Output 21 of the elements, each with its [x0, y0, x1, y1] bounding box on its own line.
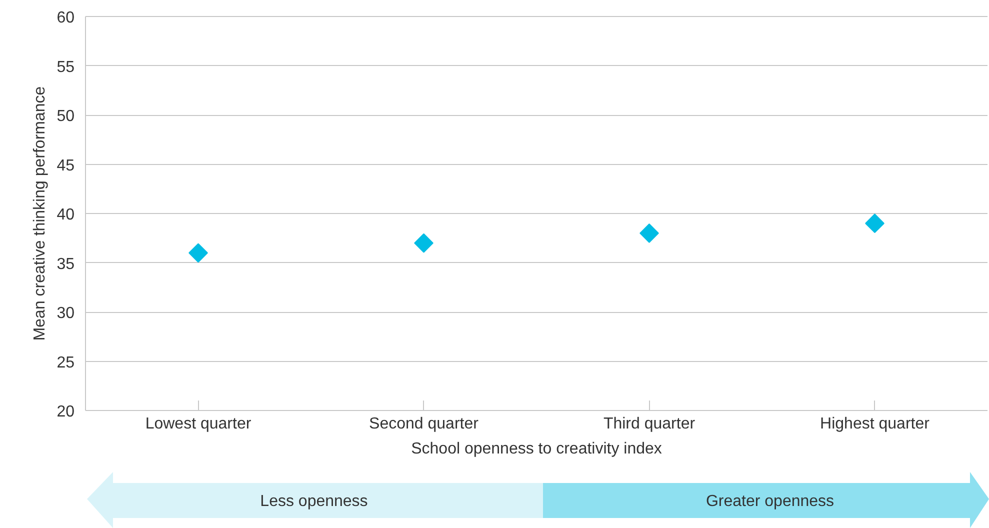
y-tick-label: 45: [56, 157, 75, 174]
y-axis-title: Mean creative thinking performance: [32, 86, 49, 341]
x-tick-label: Second quarter: [369, 416, 480, 432]
y-tick-label: 25: [56, 354, 75, 372]
x-tick-label: Third quarter: [603, 416, 696, 432]
point: [188, 243, 208, 263]
point: [865, 214, 884, 234]
point: [640, 224, 659, 243]
y-tick-label: 30: [56, 305, 75, 322]
x-tick-label: Lowest quarter: [145, 416, 252, 432]
y-tick-label: 40: [56, 206, 75, 224]
x-axis-title: School openness to creativity index: [411, 440, 662, 458]
y-tick-label: 60: [56, 10, 75, 26]
y-tick-label: 20: [56, 404, 75, 420]
text: Less openness: [260, 493, 368, 510]
y-tick-label: 55: [56, 58, 75, 76]
y-tick-label: 50: [56, 108, 75, 125]
point: [414, 233, 434, 253]
y-tick-label: 35: [56, 256, 75, 273]
text: Greater openness: [706, 493, 834, 510]
x-tick-label: Highest quarter: [820, 416, 930, 432]
